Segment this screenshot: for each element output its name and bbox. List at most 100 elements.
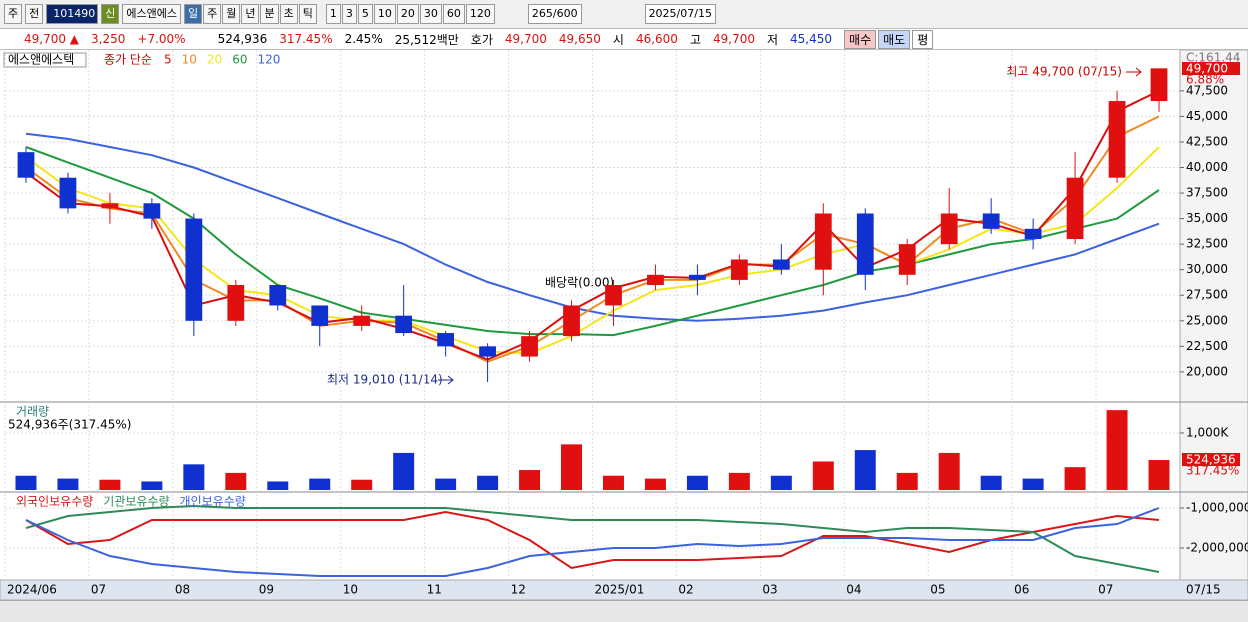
- moving-average: [25, 132, 1160, 322]
- change: 3,250: [91, 32, 126, 46]
- chart-bg: [0, 50, 1248, 600]
- candle-body: [185, 218, 203, 321]
- chart: 에스앤에스텍 종가 단순 거래량 524,936주(317.45%) C:161…: [0, 50, 1248, 600]
- code-input[interactable]: 101490: [46, 4, 99, 24]
- candle-body: [269, 285, 287, 306]
- price: 49,700 ▲: [24, 32, 80, 46]
- volume-bar: [602, 475, 624, 490]
- candle-body: [437, 333, 455, 347]
- last-price: 49,700: [1186, 62, 1228, 76]
- holding-line: [25, 504, 1160, 573]
- legend-entry: 외국인보유수량: [16, 495, 93, 509]
- candle-body: [730, 259, 748, 280]
- candle-body: [1024, 228, 1042, 240]
- candle-body: [311, 305, 329, 326]
- period-button[interactable]: 년: [241, 4, 260, 24]
- interval-group: 1 3 5 10 20 30 60 120: [325, 4, 495, 24]
- event-annotation: 배당락(0.00): [545, 276, 614, 290]
- volume-bar: [1148, 460, 1170, 490]
- y-tick-label: 35,000: [1186, 211, 1228, 225]
- period-button[interactable]: 주: [203, 4, 222, 24]
- open-label: 시: [612, 32, 624, 47]
- interval-button[interactable]: 20: [396, 4, 419, 24]
- low: 45,450: [790, 32, 833, 46]
- volume-ratio: 317.45%: [1186, 464, 1239, 478]
- legend-entry: 60: [232, 53, 247, 67]
- y-tick-label: 32,500: [1186, 237, 1228, 251]
- volume-bar: [141, 481, 163, 490]
- badge[interactable]: 신: [101, 4, 120, 24]
- y-tick-label: 22,500: [1186, 339, 1228, 353]
- ask: 49,700: [504, 32, 547, 46]
- volume-bar: [99, 479, 121, 490]
- cursor-date: 07/15: [1186, 583, 1221, 597]
- legend-entry: 10: [182, 53, 197, 67]
- volume: 524,936: [217, 32, 268, 46]
- change-label: 6.88%: [1186, 73, 1224, 87]
- candle-body: [353, 315, 371, 326]
- period-button[interactable]: 월: [222, 4, 241, 24]
- buy-button[interactable]: 매수: [844, 29, 877, 49]
- period-button[interactable]: 분: [260, 4, 279, 24]
- interval-button[interactable]: 3: [341, 4, 357, 24]
- candle-body: [898, 244, 916, 275]
- market-select[interactable]: 주: [4, 4, 23, 24]
- candle-body: [479, 346, 496, 357]
- legend-entry: 5: [164, 53, 172, 67]
- y-tick-label: -1,000,000: [1186, 501, 1248, 515]
- corner-label: C:161.44: [1186, 51, 1240, 65]
- y-tick-label: 20,000: [1186, 364, 1228, 378]
- y-tick-label: 42,500: [1186, 134, 1228, 148]
- bid: 49,650: [558, 32, 601, 46]
- interval-button[interactable]: 60: [442, 4, 465, 24]
- y-tick-label: 37,500: [1186, 186, 1228, 200]
- low-label: 저: [766, 32, 779, 47]
- period-button[interactable]: 틱: [298, 4, 317, 24]
- volume-title: 거래량: [16, 405, 49, 419]
- sell-button[interactable]: 매도: [878, 29, 911, 49]
- x-tick-label: 2024/06: [7, 583, 57, 597]
- count[interactable]: 265/600: [527, 4, 582, 24]
- volume-bar: [57, 478, 79, 490]
- x-tick-label: 07: [1098, 583, 1113, 597]
- candle-body: [1108, 101, 1126, 178]
- x-tick-label: 10: [343, 583, 358, 597]
- x-tick-label: 07: [91, 583, 106, 597]
- date-input[interactable]: 2025/07/15: [644, 4, 716, 24]
- x-tick-label: 09: [259, 583, 274, 597]
- rate: +7.00%: [137, 32, 186, 46]
- x-tick-label: 03: [762, 583, 777, 597]
- scope-select[interactable]: 전: [25, 4, 44, 24]
- volume-subtitle: 524,936주(317.45%): [8, 418, 131, 432]
- moving-average: [25, 146, 1160, 337]
- volume-bar: [519, 470, 541, 490]
- x-tick-label: 11: [427, 583, 442, 597]
- interval-button[interactable]: 10: [373, 4, 396, 24]
- volume-bar: [477, 475, 499, 490]
- interval-button[interactable]: 120: [465, 4, 495, 24]
- x-tick-label: 12: [511, 583, 526, 597]
- chart-title: 에스앤에스텍: [8, 53, 74, 67]
- candle-body: [940, 213, 958, 245]
- holding-line: [25, 507, 1160, 577]
- y-tick-label: 30,000: [1186, 262, 1228, 276]
- holding-line: [25, 510, 1160, 570]
- legend-entry: 120: [257, 53, 280, 67]
- scroll-bar[interactable]: [0, 600, 1248, 622]
- chart-subtitle: 종가 단순: [104, 53, 152, 67]
- avg-button[interactable]: 평: [912, 29, 934, 49]
- volume-ratio: 317.45%: [279, 32, 333, 46]
- interval-button[interactable]: 30: [419, 4, 442, 24]
- period-button[interactable]: 일: [183, 4, 203, 24]
- stock-name: 에스앤에스: [122, 4, 181, 24]
- high-arrow: [1126, 67, 1142, 77]
- period-button[interactable]: 초: [279, 4, 298, 24]
- quote-row: 49,700 ▲ 3,250 +7.00% 524,936 317.45% 2.…: [0, 28, 1248, 50]
- interval-button[interactable]: 5: [357, 4, 373, 24]
- candle-body: [521, 336, 538, 357]
- interval-button[interactable]: 1: [325, 4, 341, 24]
